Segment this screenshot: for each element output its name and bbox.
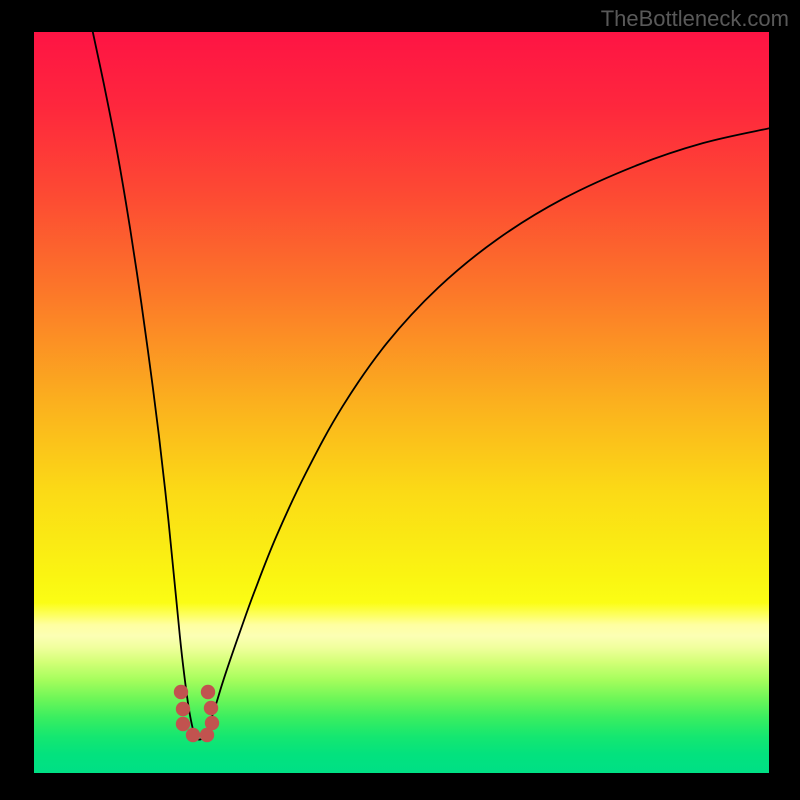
gradient-background xyxy=(34,32,769,773)
chart-container: TheBottleneck.com xyxy=(0,0,800,800)
data-marker xyxy=(176,717,190,731)
data-marker xyxy=(200,728,214,742)
data-marker xyxy=(201,685,215,699)
data-marker xyxy=(176,702,190,716)
plot-svg xyxy=(34,32,769,773)
data-marker xyxy=(204,701,218,715)
watermark-text: TheBottleneck.com xyxy=(601,6,789,32)
data-marker xyxy=(186,728,200,742)
plot-area xyxy=(34,32,769,773)
data-marker xyxy=(174,685,188,699)
